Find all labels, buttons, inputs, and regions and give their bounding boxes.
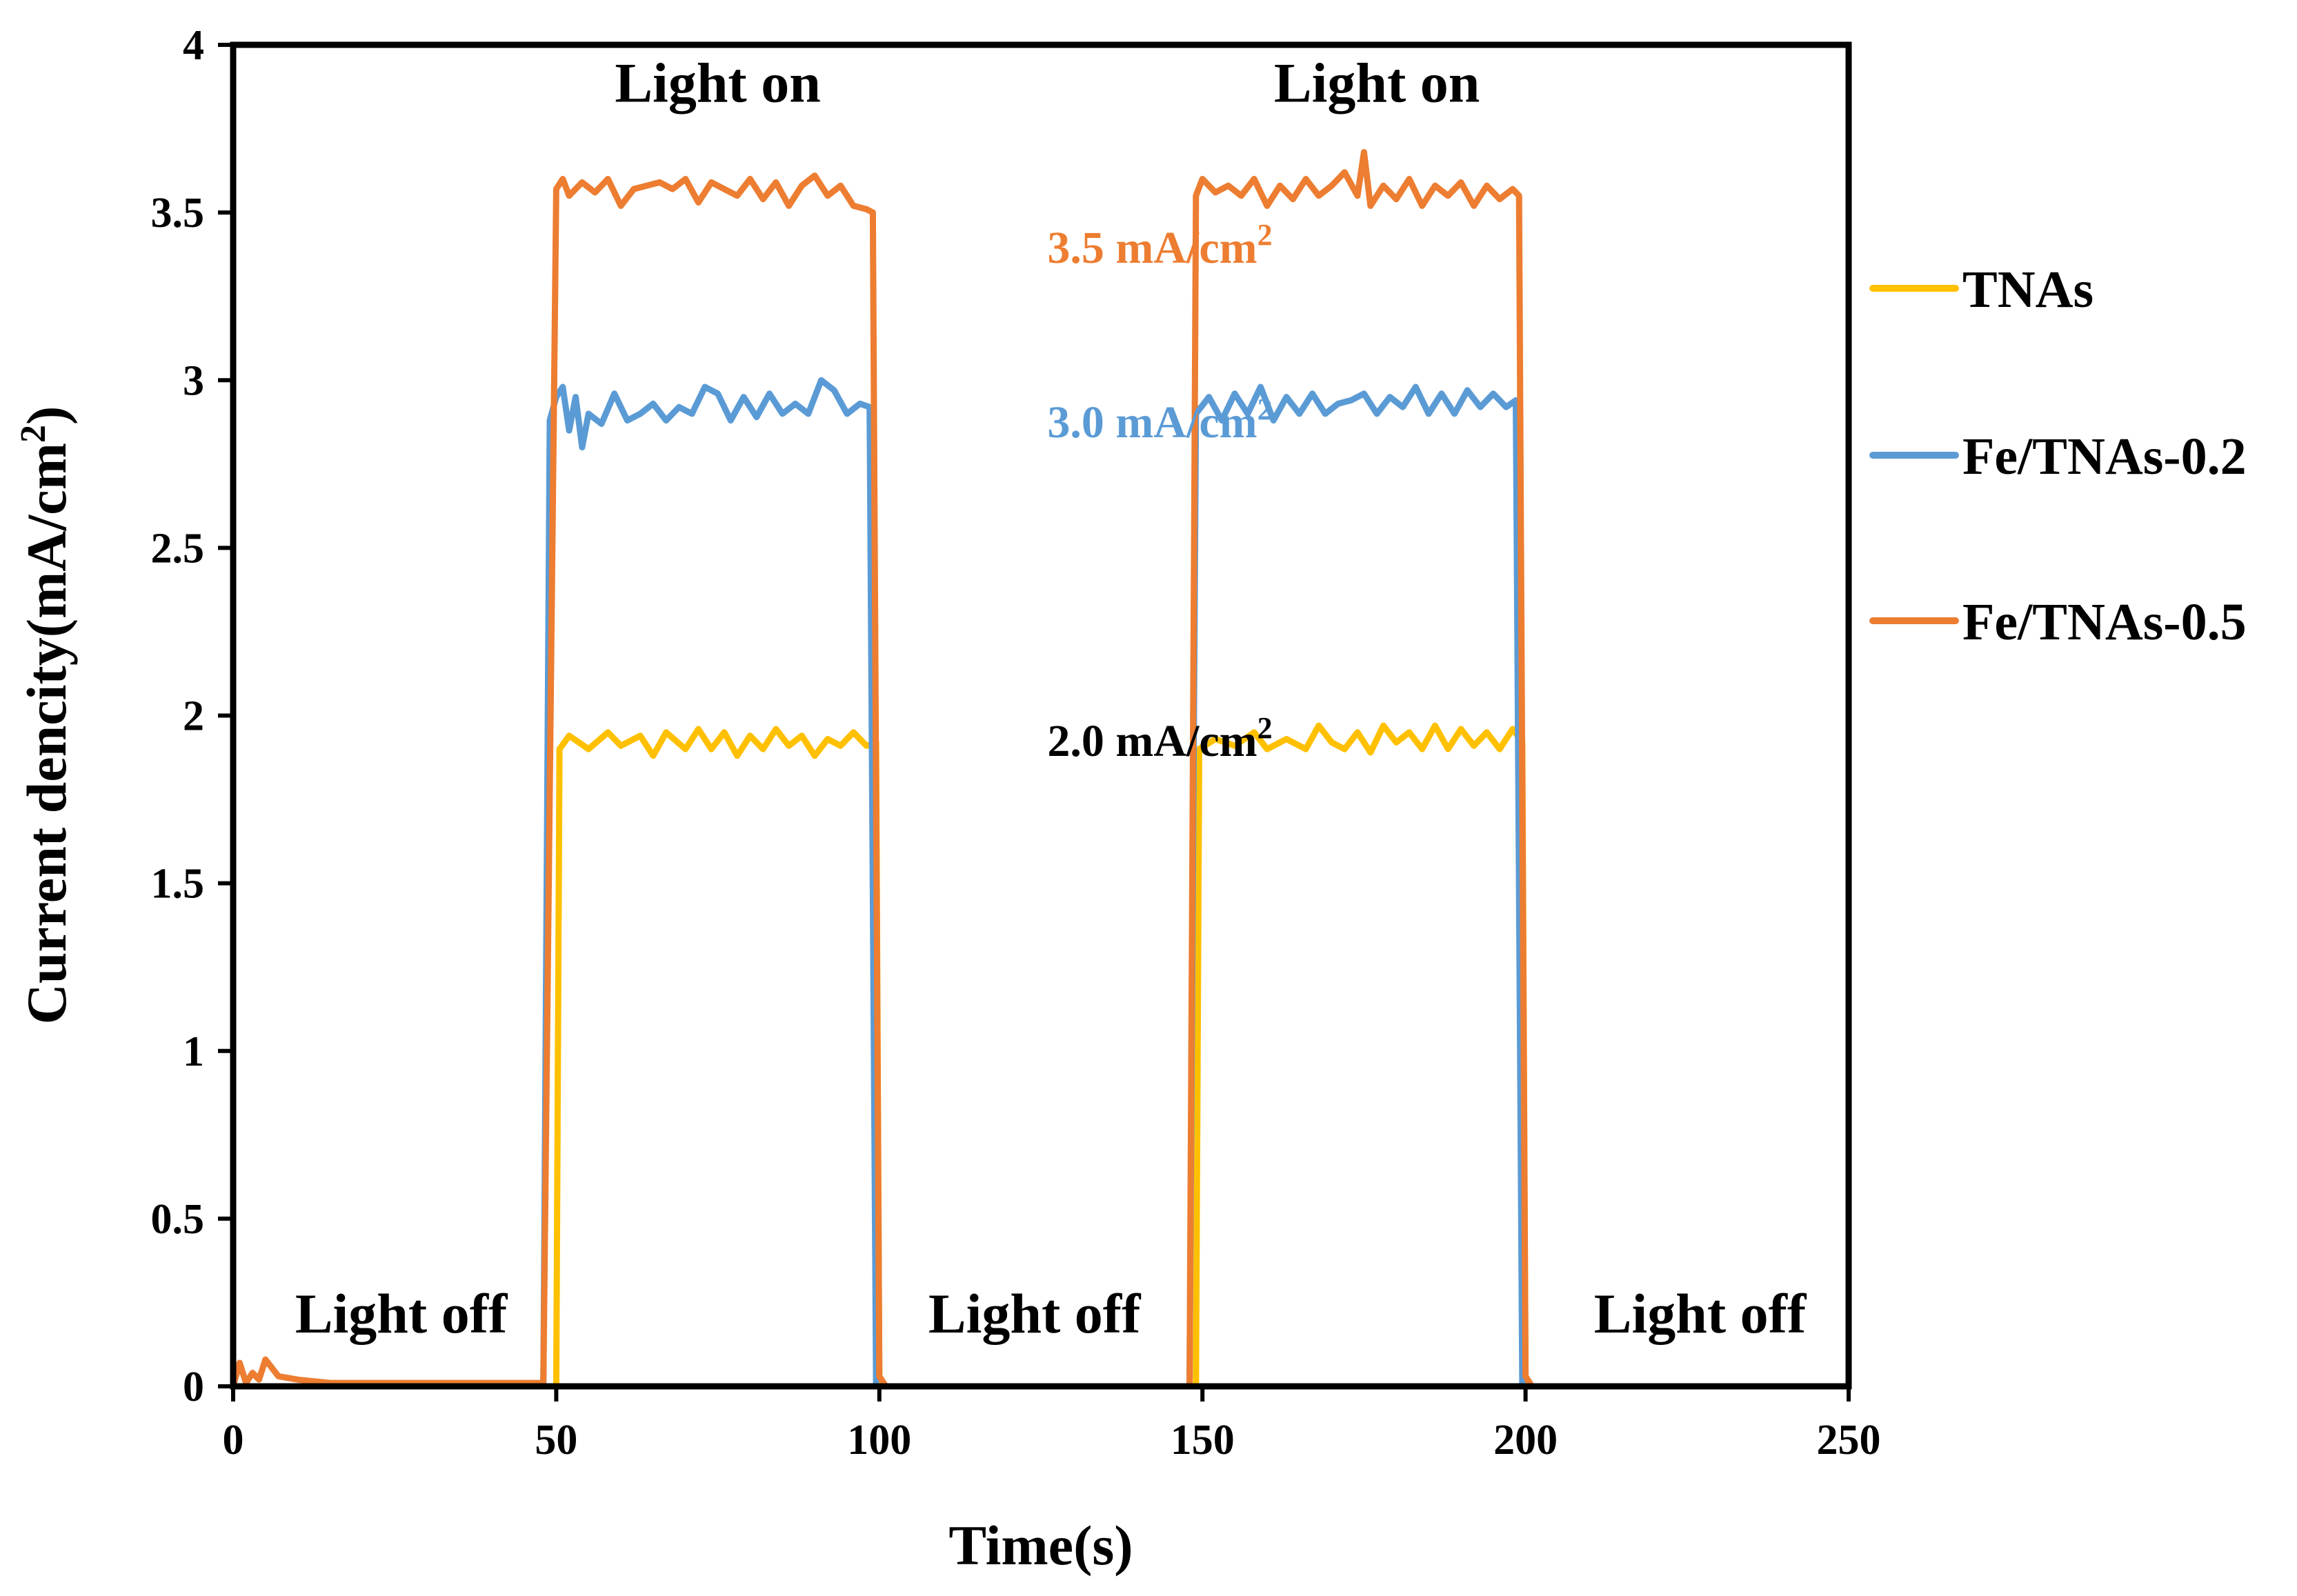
series-layer: [230, 149, 1852, 1390]
current-value-superscript: 2: [1257, 711, 1273, 745]
legend-label-2: Fe/TNAs-0.5: [1962, 593, 2247, 651]
x-tick-label: 200: [1493, 1417, 1558, 1464]
legend-label-0: TNAs: [1962, 261, 2094, 319]
x-tick-label: 0: [223, 1417, 244, 1464]
current-value-superscript: 2: [1257, 218, 1273, 252]
y-tick-label: 2: [183, 693, 204, 740]
light-state-label: Light off: [1594, 1282, 1807, 1345]
current-value-text: 3.0 mA/cm: [1047, 397, 1257, 448]
y-tick-label: 0: [183, 1364, 204, 1410]
series-line-2: [230, 149, 1852, 1390]
light-state-label: Light on: [1274, 52, 1480, 114]
y-tick-label: 3.5: [151, 190, 205, 237]
y-tick-label: 1.5: [151, 861, 205, 908]
current-value-label: 3.0 mA/cm2: [1047, 392, 1272, 448]
y-tick-label: 1: [183, 1028, 204, 1075]
y-tick-label: 2.5: [151, 525, 205, 572]
light-state-label: Light on: [615, 52, 821, 114]
x-axis-title: Time(s): [948, 1514, 1133, 1577]
light-state-label: Light off: [928, 1282, 1142, 1345]
current-value-text: 3.5 mA/cm: [1047, 223, 1257, 273]
y-tick-label: 3: [183, 357, 204, 404]
x-tick-label: 50: [535, 1417, 577, 1464]
y-axis-ticks: 0 0.5 1 1.5 2 2.5 3 3.5 4: [151, 22, 233, 1410]
current-value-text: 2.0 mA/cm: [1047, 716, 1257, 766]
y-tick-label: 0.5: [151, 1196, 205, 1243]
x-tick-label: 250: [1817, 1417, 1881, 1464]
y-axis-title-main: Current dencity(mA/cm: [15, 443, 78, 1024]
series-line-1: [230, 377, 1852, 1390]
y-axis-title-superscript: 2: [14, 425, 53, 443]
x-tick-label: 100: [847, 1417, 911, 1464]
x-tick-label: 150: [1171, 1417, 1235, 1464]
legend-label-1: Fe/TNAs-0.2: [1962, 428, 2247, 486]
plot-frame: [230, 41, 1852, 1390]
current-value-label: 3.5 mA/cm2: [1047, 218, 1272, 273]
y-axis-title-end: ): [15, 406, 78, 425]
y-axis-title: Current dencity(mA/cm2): [14, 406, 78, 1025]
current-value-superscript: 2: [1257, 392, 1273, 426]
annotations: Light on Light on Light off Light off Light …: [295, 52, 1807, 1346]
y-tick-label: 4: [183, 22, 204, 69]
legend: TNAs Fe/TNAs-0.2 Fe/TNAs-0.5: [1869, 261, 2247, 651]
current-value-label: 2.0 mA/cm2: [1047, 711, 1272, 766]
light-state-label: Light off: [295, 1282, 508, 1345]
x-axis-ticks: 0 50 100 150 200 250: [223, 1386, 1881, 1464]
